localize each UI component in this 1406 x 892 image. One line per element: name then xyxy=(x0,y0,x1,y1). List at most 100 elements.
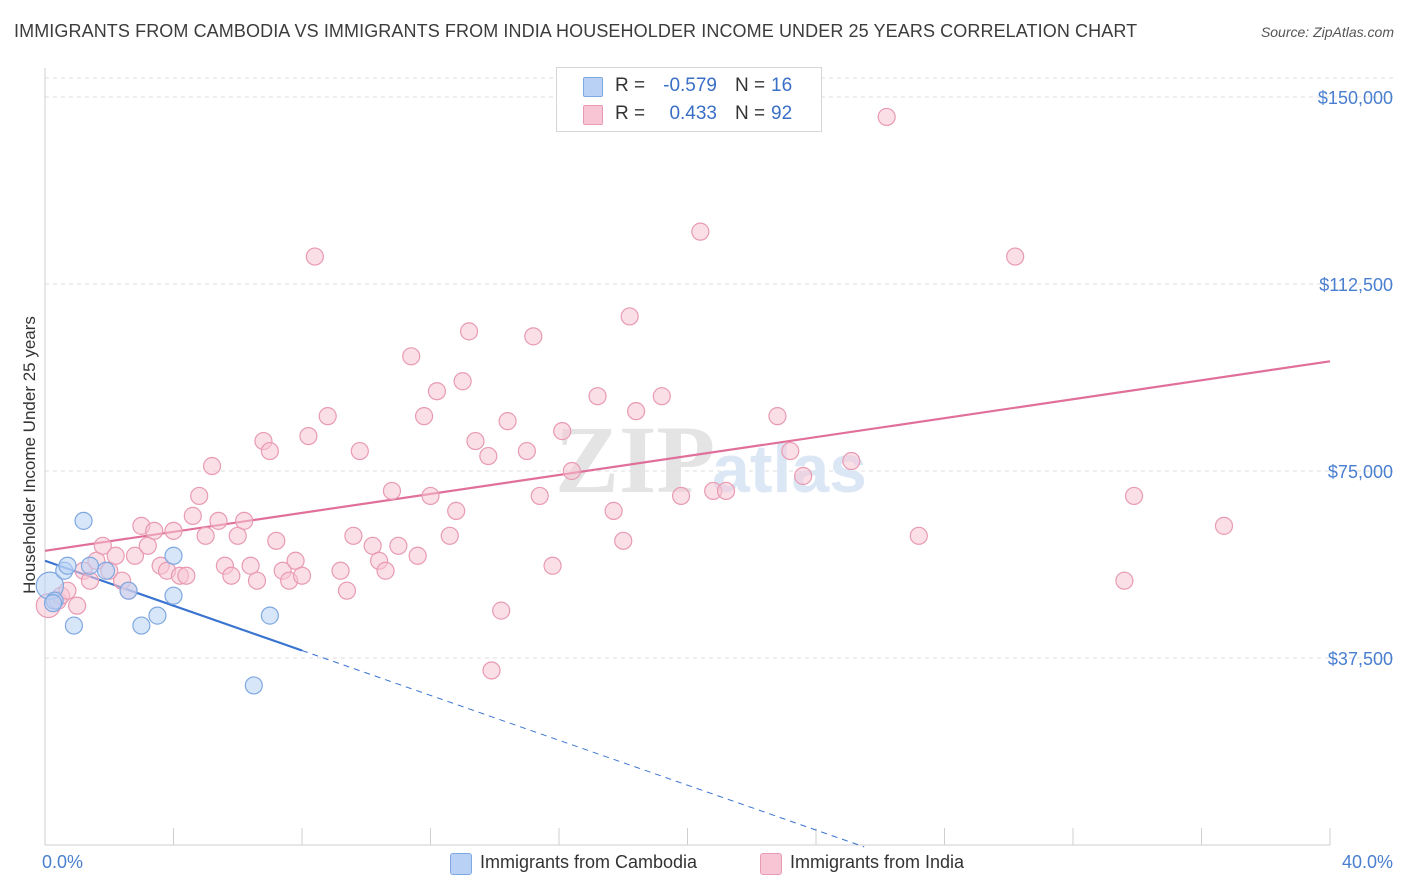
india-point xyxy=(318,407,337,426)
legend-r-label: R = xyxy=(615,75,646,96)
india-point xyxy=(389,536,408,555)
india-point xyxy=(93,536,112,555)
india-point xyxy=(106,546,125,565)
source-credit: Source: ZipAtlas.com xyxy=(1260,24,1394,40)
india-point xyxy=(620,307,639,326)
india-point xyxy=(260,441,279,461)
y-tick-label: $75,000 xyxy=(1328,462,1393,482)
india-point xyxy=(350,441,369,461)
legend-r-label: R = xyxy=(615,103,646,124)
india-point xyxy=(543,556,562,575)
cambodia-point xyxy=(148,606,167,625)
india-points xyxy=(35,107,1234,680)
y-tick-label: $112,500 xyxy=(1319,275,1393,295)
y-tick-labels: $37,500 $75,000 $112,500 $150,000 xyxy=(1318,88,1393,669)
axes xyxy=(44,68,1331,846)
cambodia-point xyxy=(43,594,63,613)
india-point xyxy=(421,486,440,506)
india-point xyxy=(427,382,447,401)
stats-legend: R = -0.579 N = 16 R = 0.433 N = 92 xyxy=(556,67,822,132)
india-point xyxy=(492,601,511,620)
legend-label-india: Immigrants from India xyxy=(790,852,965,872)
india-point xyxy=(414,407,434,426)
cambodia-point xyxy=(164,586,183,605)
india-point xyxy=(440,526,459,545)
legend-n-value-india: 92 xyxy=(771,103,793,124)
legend-swatch-india xyxy=(760,853,782,875)
watermark: ZIP atlas xyxy=(555,406,867,513)
x-min-label: 0.0% xyxy=(42,852,84,872)
cambodia-point xyxy=(58,556,77,575)
india-point xyxy=(331,561,350,580)
india-trend-line xyxy=(44,360,1331,552)
india-point xyxy=(482,661,501,680)
india-point xyxy=(877,107,896,127)
india-point xyxy=(768,407,787,426)
india-point xyxy=(183,506,202,525)
india-point xyxy=(530,486,549,506)
india-point xyxy=(652,387,671,406)
cambodia-point xyxy=(80,556,100,575)
india-point xyxy=(299,426,318,446)
india-point xyxy=(691,222,710,241)
india-point xyxy=(267,531,286,550)
india-point xyxy=(408,546,427,565)
chart-title: IMMIGRANTS FROM CAMBODIA VS IMMIGRANTS F… xyxy=(14,21,1138,41)
india-point xyxy=(498,412,517,431)
india-point xyxy=(196,526,215,545)
india-point xyxy=(305,247,324,266)
india-point xyxy=(604,501,623,520)
india-point xyxy=(794,466,813,486)
india-point xyxy=(614,531,633,550)
india-point xyxy=(402,347,421,366)
india-point xyxy=(909,526,928,545)
watermark-zip: ZIP xyxy=(555,406,715,513)
india-point xyxy=(292,566,312,585)
cambodia-trend-extension xyxy=(301,650,865,848)
legend-n-value-cambodia: 16 xyxy=(771,75,793,96)
cambodia-point xyxy=(260,606,279,625)
legend-n-label: N = xyxy=(735,103,766,124)
legend-swatch-cambodia xyxy=(583,77,603,97)
india-point xyxy=(344,526,363,545)
india-point xyxy=(1124,486,1144,506)
india-point xyxy=(382,481,402,501)
legend-label-cambodia: Immigrants from Cambodia xyxy=(480,852,698,872)
india-point xyxy=(553,422,572,441)
india-point xyxy=(781,441,800,461)
india-point xyxy=(524,327,543,346)
cambodia-point xyxy=(74,511,93,530)
india-point xyxy=(671,486,691,506)
legend-r-value-cambodia: -0.579 xyxy=(663,75,717,96)
india-point xyxy=(68,596,87,615)
india-point xyxy=(222,566,241,585)
x-max-label: 40.0% xyxy=(1341,852,1393,872)
india-point xyxy=(447,501,466,520)
india-point xyxy=(626,402,646,421)
legend-swatch-cambodia xyxy=(450,853,472,875)
cambodia-points xyxy=(35,511,279,695)
india-point xyxy=(1214,516,1234,535)
india-point xyxy=(588,387,607,406)
india-point xyxy=(562,461,581,481)
india-point xyxy=(337,581,357,600)
y-tick-label: $37,500 xyxy=(1328,649,1393,669)
cambodia-point xyxy=(119,581,138,600)
india-point xyxy=(177,566,196,585)
legend-swatch-india xyxy=(583,105,603,125)
india-point xyxy=(228,526,247,545)
india-point xyxy=(138,536,157,555)
india-point xyxy=(1006,247,1025,266)
india-point xyxy=(235,511,254,530)
india-point xyxy=(453,372,472,391)
india-point xyxy=(363,536,382,555)
cambodia-point xyxy=(64,616,84,635)
india-point xyxy=(202,456,222,476)
cambodia-point xyxy=(132,616,151,635)
india-point xyxy=(241,556,260,575)
legend-n-label: N = xyxy=(735,75,766,96)
india-point xyxy=(286,551,305,570)
india-point xyxy=(716,481,736,501)
y-axis-label: Householder Income Under 25 years xyxy=(20,316,39,594)
